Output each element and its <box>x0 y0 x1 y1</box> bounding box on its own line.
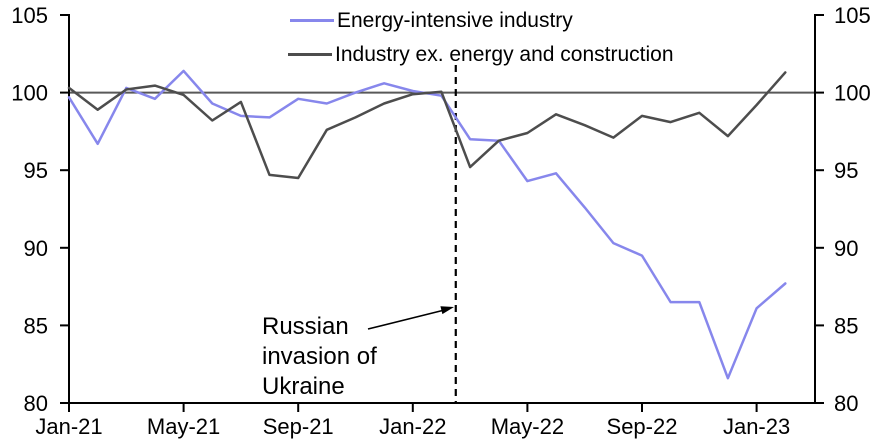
x-tick-label: May-22 <box>491 414 564 439</box>
legend-swatch-industry-ex-energy <box>288 53 332 56</box>
y-tick-label-right: 95 <box>834 158 858 183</box>
annotation-arrow-head <box>440 306 454 315</box>
legend-item-energy-intensive: Energy-intensive industry <box>290 8 573 33</box>
x-tick-label: Jan-23 <box>723 414 790 439</box>
series-line-energy-intensive <box>67 69 787 380</box>
y-tick-label-left: 85 <box>24 313 48 338</box>
x-tick-label: Jan-22 <box>379 414 446 439</box>
legend-label-industry-ex-energy: Industry ex. energy and construction <box>335 43 674 66</box>
x-tick-label: Sep-21 <box>263 414 334 439</box>
y-tick-label-right: 85 <box>834 313 858 338</box>
legend-label-energy-intensive: Energy-intensive industry <box>337 9 573 32</box>
legend-swatch-energy-intensive <box>290 19 334 22</box>
y-tick-label-left: 105 <box>11 3 48 28</box>
annotation-russian-invasion: Russian invasion of Ukraine <box>262 312 377 402</box>
x-tick-label: Sep-22 <box>607 414 678 439</box>
annotation-line-3: Ukraine <box>262 373 345 400</box>
annotation-arrow-line <box>367 309 443 330</box>
y-tick-label-right: 80 <box>834 391 858 416</box>
y-tick-label-right: 100 <box>834 81 871 106</box>
y-tick-label-right: 90 <box>834 236 858 261</box>
x-tick-label: Jan-21 <box>35 414 102 439</box>
y-tick-label-left: 100 <box>11 81 48 106</box>
y-tick-label-left: 95 <box>24 158 48 183</box>
y-tick-label-right: 105 <box>834 3 871 28</box>
series-line-industry-ex-energy <box>67 71 787 180</box>
x-tick-label: May-21 <box>147 414 220 439</box>
annotation-line-2: invasion of <box>262 343 377 370</box>
y-tick-label-left: 80 <box>24 391 48 416</box>
legend-item-industry-ex-energy: Industry ex. energy and construction <box>288 42 674 67</box>
y-tick-label-left: 90 <box>24 236 48 261</box>
annotation-line-1: Russian <box>262 313 349 340</box>
